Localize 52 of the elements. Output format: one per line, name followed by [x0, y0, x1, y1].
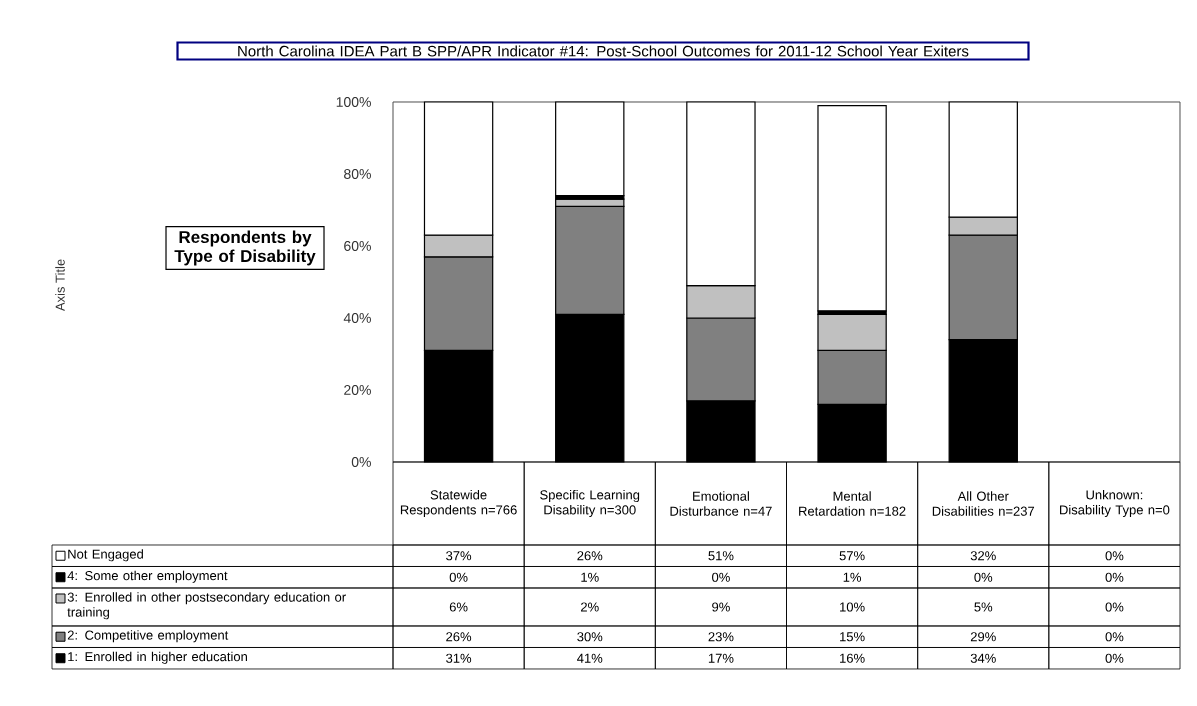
data-label: 31% [446, 653, 472, 663]
data-label: 9% [712, 602, 730, 612]
data-label: 5% [974, 602, 993, 612]
data-label: 0% [712, 572, 730, 582]
data-label: 30% [577, 632, 603, 642]
data-label: 29% [970, 632, 996, 642]
y-tick-label: 60% [344, 241, 371, 251]
data-label: 1% [843, 572, 862, 582]
data-label: 2% [581, 602, 599, 612]
data-label: 26% [577, 551, 603, 561]
x-tick-label: Unknown: Disability Type n=0 [1060, 489, 1170, 518]
data-label: 32% [970, 551, 996, 561]
data-label: 1% [581, 572, 599, 582]
y-tick-label: 100% [336, 97, 371, 107]
x-tick-label: Statewide Respondents n=766 [400, 489, 517, 518]
x-tick-label: All Other Disabilities n=237 [932, 491, 1035, 516]
x-tick-label: Specific Learning Disability n=300 [540, 489, 640, 518]
data-label: 0% [1105, 602, 1124, 612]
data-label: 16% [840, 653, 865, 663]
bar [817, 104, 887, 312]
data-label: 17% [708, 653, 734, 663]
data-label: 0% [1105, 572, 1124, 582]
data-label: 23% [708, 632, 734, 642]
data-label: 0% [1105, 632, 1124, 642]
x-tick-label: Mental Retardation n=182 [799, 491, 906, 516]
data-label: 57% [839, 551, 865, 561]
data-label: 0% [974, 572, 993, 582]
data-label: 37% [446, 551, 472, 561]
legend-label: 3: Enrolled in other postsecondary education or training [67, 592, 346, 620]
data-label: 10% [840, 602, 865, 612]
legend-label: Not Engaged [68, 549, 143, 562]
y-tick-label: 20% [344, 385, 371, 395]
legend-label: 2: Competitive employment [67, 630, 229, 643]
chart-title: North Carolina IDEA Part B SPP/APR Indicator #14: Post-School Outcomes for 2011-12 School Year Exiters [238, 45, 969, 57]
x-tick-label: Emotional Disturbance n=47 [670, 491, 772, 516]
data-label: 6% [449, 602, 468, 612]
data-label: 34% [970, 653, 996, 663]
legend-label: 1: Enrolled in higher education [68, 651, 247, 664]
y-tick-label: 40% [343, 313, 371, 323]
text: Axis Title [55, 259, 65, 312]
data-label: 0% [1105, 653, 1124, 663]
y-tick-label: 80% [344, 169, 371, 179]
text: Respondents by Type of Disability [174, 230, 316, 266]
data-label: 0% [449, 572, 468, 582]
data-label: 15% [840, 632, 865, 642]
y-tick-label: 0% [351, 457, 371, 467]
bar [555, 101, 625, 197]
data-label: 26% [446, 632, 472, 642]
legend-label: 4: Some other employment [67, 570, 228, 583]
data-label: 51% [708, 551, 734, 561]
data-label: 0% [1105, 551, 1124, 561]
data-label: 41% [577, 653, 603, 663]
